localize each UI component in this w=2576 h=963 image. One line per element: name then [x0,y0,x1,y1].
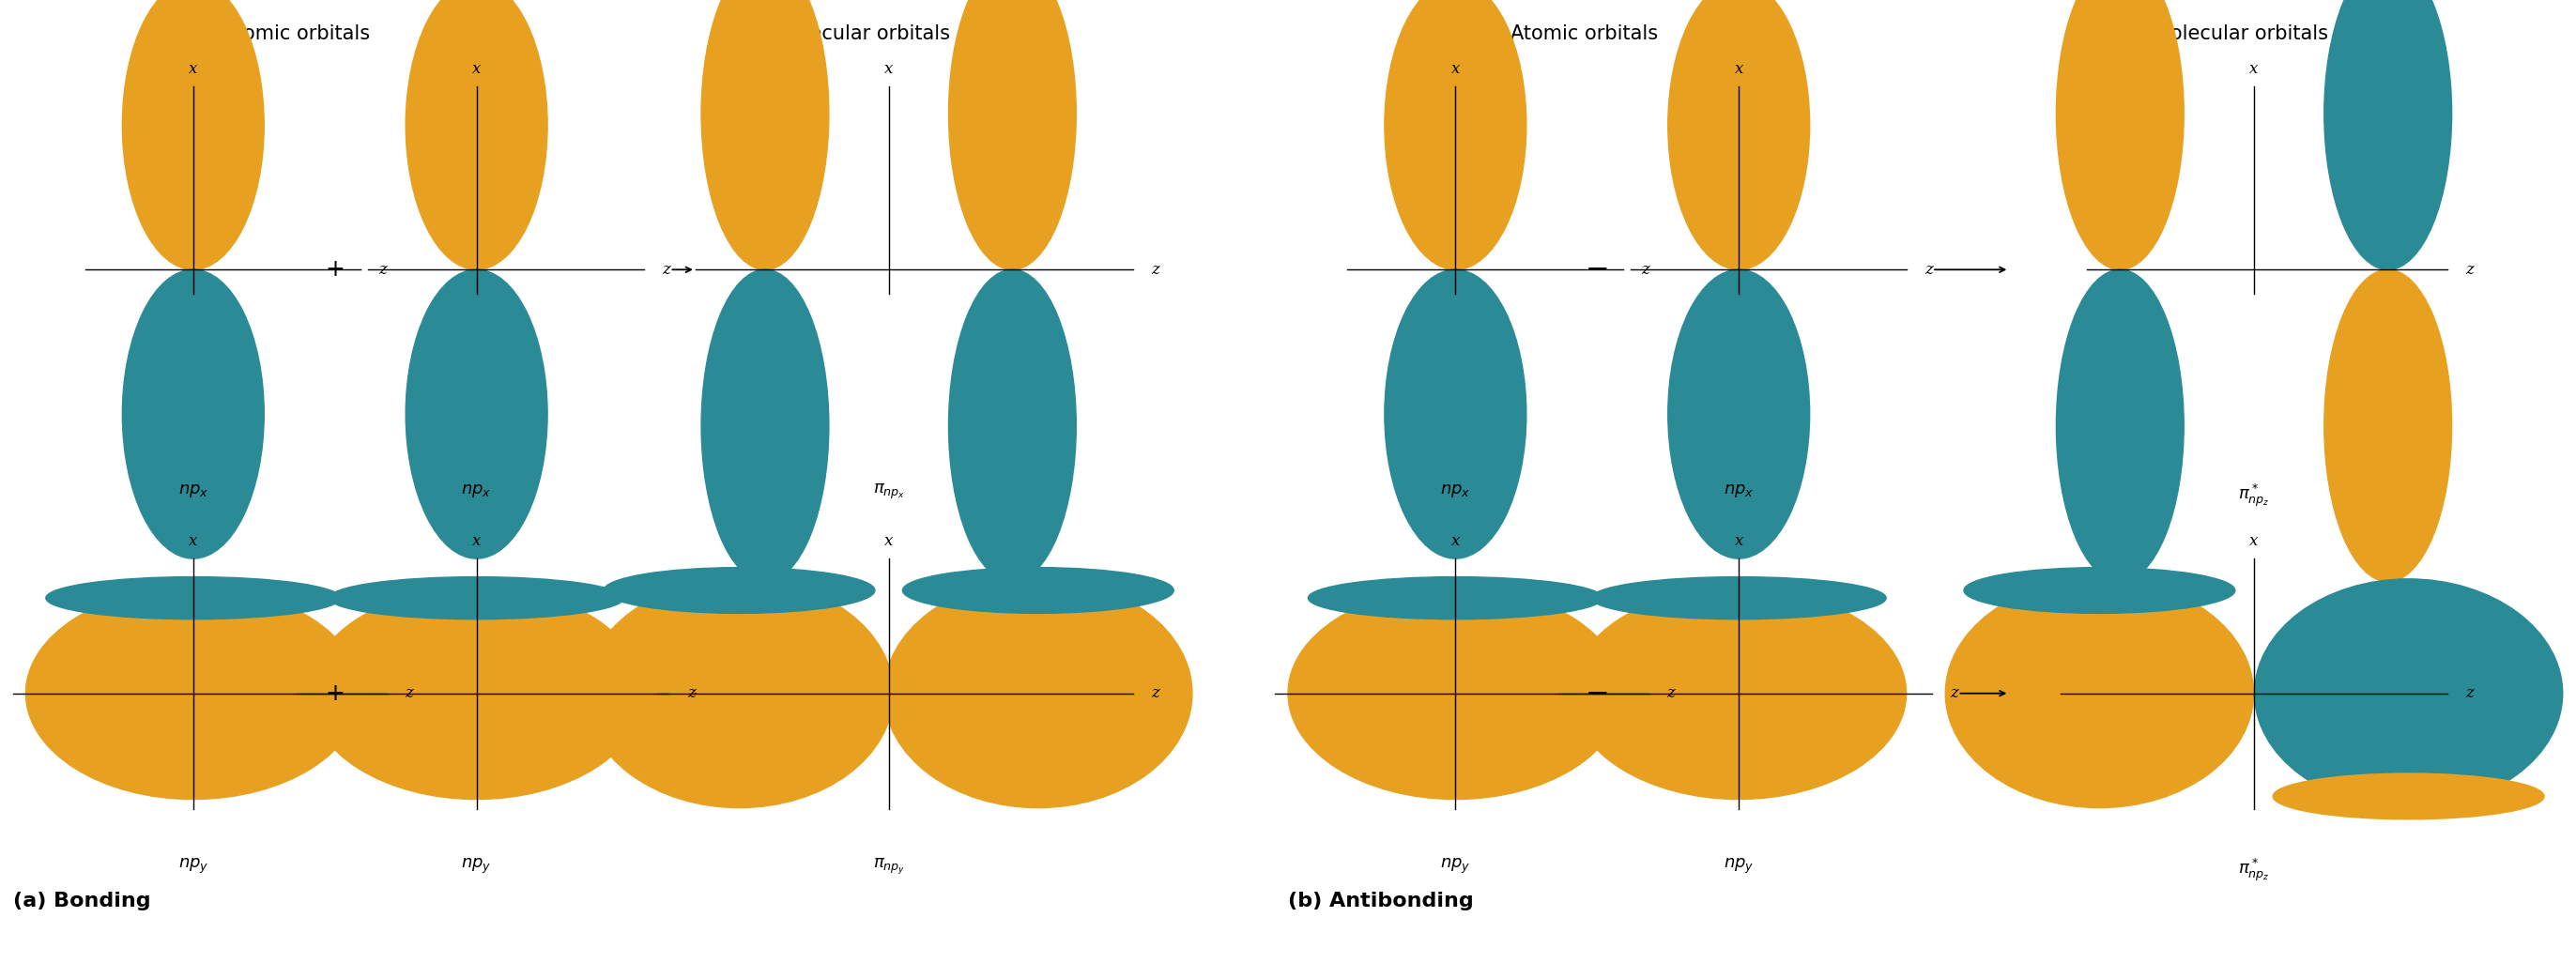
Ellipse shape [884,579,1193,808]
Text: (b) Antibonding: (b) Antibonding [1288,892,1473,910]
Text: +: + [325,258,345,281]
Ellipse shape [603,567,876,613]
Text: $np_y$: $np_y$ [1723,856,1754,875]
Text: z: z [404,686,412,701]
Text: (a) Bonding: (a) Bonding [13,892,149,910]
Text: −: − [1584,256,1610,283]
Ellipse shape [407,270,546,559]
Ellipse shape [1309,577,1602,619]
Text: x: x [188,533,198,549]
Text: x: x [884,61,894,77]
Ellipse shape [2272,773,2545,820]
Ellipse shape [1386,270,1525,559]
Ellipse shape [330,577,623,619]
Ellipse shape [1945,579,2254,808]
Text: x: x [1734,533,1744,549]
Text: x: x [188,61,198,77]
Text: Molecular orbitals: Molecular orbitals [775,24,951,42]
Text: $\pi_{np_y}$: $\pi_{np_y}$ [873,856,904,876]
Text: −: − [1584,680,1610,707]
Ellipse shape [1669,270,1808,559]
Ellipse shape [2324,0,2452,270]
Ellipse shape [1386,0,1525,270]
Ellipse shape [948,0,1077,270]
Text: Atomic orbitals: Atomic orbitals [222,24,371,42]
Text: Atomic orbitals: Atomic orbitals [1510,24,1659,42]
Text: $np_x$: $np_x$ [178,482,209,500]
Text: z: z [2465,686,2473,701]
Ellipse shape [2056,270,2184,582]
Ellipse shape [1669,0,1808,270]
Text: $\pi_{np_x}$: $\pi_{np_x}$ [873,482,904,502]
Text: z: z [662,262,670,277]
Text: z: z [379,262,386,277]
Text: x: x [1734,61,1744,77]
Text: x: x [471,533,482,549]
Ellipse shape [2056,0,2184,270]
Text: x: x [884,533,894,549]
Text: $np_x$: $np_x$ [1440,482,1471,500]
Text: $np_y$: $np_y$ [461,856,492,875]
Ellipse shape [2324,270,2452,582]
Ellipse shape [1571,587,1906,799]
Ellipse shape [2254,579,2563,808]
Text: z: z [2465,262,2473,277]
Text: $np_x$: $np_x$ [461,482,492,500]
Text: $\pi^*_{np_z}$: $\pi^*_{np_z}$ [2239,482,2269,509]
Text: $\pi^*_{np_z}$: $\pi^*_{np_z}$ [2239,856,2269,883]
Text: Molecular orbitals: Molecular orbitals [2154,24,2329,42]
Ellipse shape [701,0,829,270]
Text: +: + [325,682,345,705]
Text: $np_y$: $np_y$ [1440,856,1471,875]
Ellipse shape [121,0,263,270]
Ellipse shape [309,587,644,799]
Ellipse shape [701,270,829,582]
Ellipse shape [1288,587,1623,799]
Ellipse shape [585,579,894,808]
Text: z: z [1151,262,1159,277]
Ellipse shape [902,567,1175,613]
Text: z: z [688,686,696,701]
Text: z: z [1950,686,1958,701]
Text: x: x [2249,61,2259,77]
Text: z: z [1151,686,1159,701]
Text: x: x [2249,533,2259,549]
Ellipse shape [121,270,263,559]
Text: $np_x$: $np_x$ [1723,482,1754,500]
Text: x: x [1450,533,1461,549]
Ellipse shape [1963,567,2236,613]
Ellipse shape [26,587,361,799]
Text: z: z [1924,262,1932,277]
Ellipse shape [46,577,340,619]
Ellipse shape [407,0,546,270]
Text: x: x [471,61,482,77]
Text: x: x [1450,61,1461,77]
Ellipse shape [1592,577,1886,619]
Text: z: z [1641,262,1649,277]
Text: z: z [1667,686,1674,701]
Ellipse shape [948,270,1077,582]
Text: $np_y$: $np_y$ [178,856,209,875]
